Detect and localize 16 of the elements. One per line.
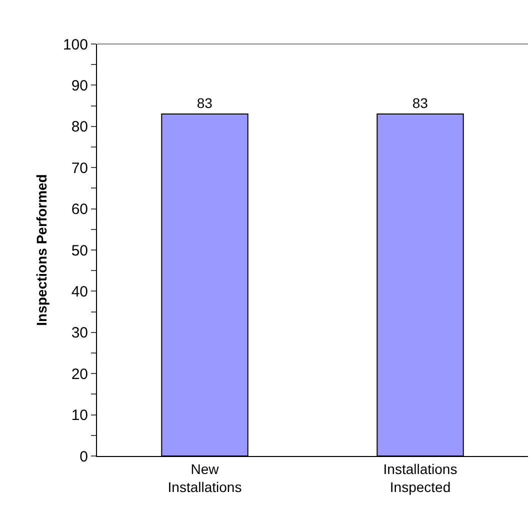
y-tick-label: 50	[71, 242, 88, 260]
y-tick-label: 100	[62, 36, 88, 54]
x-tick-label: New Installations	[168, 460, 242, 495]
x-tick-label: Installations Inspected	[383, 460, 458, 495]
y-tick-label: 0	[80, 448, 88, 466]
y-tick-label: 60	[71, 201, 88, 218]
data-label: 83	[196, 95, 213, 112]
y-tick-label: 70	[71, 160, 88, 177]
y-tick-label: 30	[71, 324, 88, 342]
y-tick-label: 40	[71, 283, 88, 300]
data-label: 83	[412, 95, 428, 112]
y-tick-label: 90	[71, 77, 88, 94]
y-tick-label: 10	[71, 407, 88, 424]
y-tick-label: 80	[71, 118, 88, 136]
y-axis-title: Inspections Performed	[34, 174, 50, 326]
y-tick-label: 20	[71, 366, 88, 383]
